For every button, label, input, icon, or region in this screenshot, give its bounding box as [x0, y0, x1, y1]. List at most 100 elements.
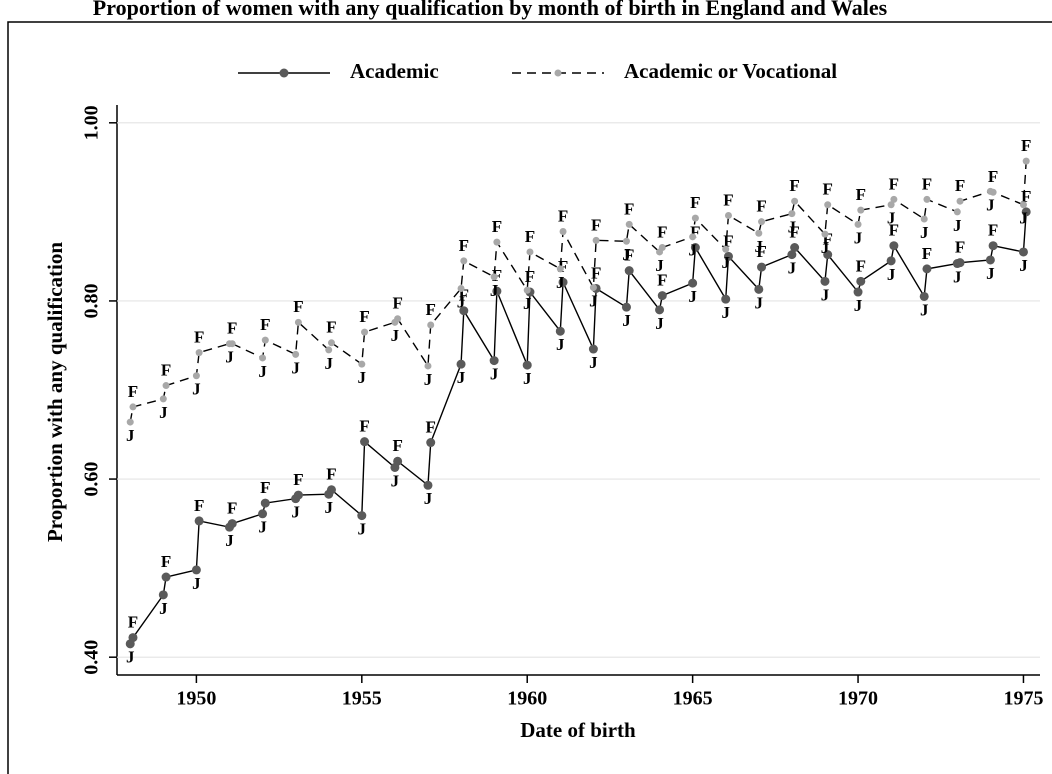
point-label: F — [227, 319, 237, 338]
point-label: J — [457, 292, 466, 311]
point — [294, 318, 302, 326]
point-label: J — [159, 599, 168, 618]
point — [489, 356, 499, 366]
x-tick-label: 1950 — [176, 688, 216, 710]
point-label: F — [161, 552, 171, 571]
point-label: F — [690, 222, 700, 241]
point-label: F — [227, 499, 237, 518]
point — [754, 284, 764, 294]
point-label: J — [821, 285, 830, 304]
point-label: J — [788, 218, 797, 237]
point — [228, 340, 236, 348]
point-label: F — [723, 231, 733, 250]
point — [890, 195, 898, 203]
point — [658, 244, 666, 251]
point-label: J — [688, 287, 697, 306]
point — [690, 243, 700, 252]
point-label: F — [690, 193, 700, 212]
point — [426, 438, 436, 448]
point-label: F — [525, 227, 535, 246]
point-label: J — [291, 358, 300, 377]
point — [358, 360, 366, 368]
point-label: F — [889, 221, 899, 240]
point — [787, 250, 797, 260]
point-label: J — [887, 209, 896, 228]
point — [625, 220, 633, 228]
point-label: J — [655, 256, 664, 275]
point-label: F — [591, 215, 601, 234]
point-label: F — [756, 242, 766, 261]
point — [129, 403, 137, 411]
chart-title: Proportion of women with any qualificati… — [93, 0, 888, 20]
point-label: J — [953, 216, 962, 235]
point-label: F — [789, 222, 799, 241]
legend-marker — [554, 69, 562, 77]
y-axis-label: Proportion with any qualification — [43, 242, 67, 542]
point — [556, 265, 564, 273]
point-label: J — [291, 503, 300, 522]
point — [460, 257, 468, 265]
point-label: J — [721, 253, 730, 272]
point — [758, 218, 766, 226]
point-label: F — [856, 256, 866, 275]
y-tick-label: 0.60 — [81, 462, 103, 497]
point — [522, 360, 532, 370]
point-label: F — [657, 222, 667, 241]
point — [755, 229, 763, 237]
point-label: F — [359, 417, 369, 436]
point — [923, 195, 931, 203]
point-label: J — [258, 362, 267, 381]
point — [988, 241, 998, 251]
point — [158, 590, 168, 600]
point — [985, 255, 995, 265]
point — [361, 328, 369, 336]
point — [853, 287, 863, 297]
point-label: J — [159, 403, 168, 422]
point-label: J — [324, 498, 333, 517]
point-label: J — [887, 265, 896, 284]
point — [126, 418, 134, 426]
point — [357, 511, 367, 521]
point — [821, 230, 829, 238]
point — [555, 326, 565, 336]
y-tick-label: 0.40 — [81, 640, 103, 675]
point-label: F — [657, 271, 667, 290]
point-label: F — [558, 206, 568, 225]
point — [490, 273, 498, 281]
legend-label: Academic or Vocational — [624, 59, 837, 83]
point-label: J — [721, 303, 730, 322]
point-label: J — [225, 348, 234, 367]
point-label: F — [624, 246, 634, 265]
point-label: J — [490, 365, 499, 384]
point — [1022, 157, 1030, 165]
x-tick-label: 1965 — [673, 688, 713, 710]
point-label: J — [258, 518, 267, 537]
point-label: F — [426, 417, 436, 436]
point-label: J — [953, 267, 962, 286]
point-label: J — [556, 273, 565, 292]
point — [655, 305, 665, 315]
point — [823, 250, 833, 260]
point-label: J — [986, 195, 995, 214]
point-label: J — [391, 471, 400, 490]
point — [423, 480, 433, 490]
point-label: J — [457, 368, 466, 387]
x-tick-label: 1970 — [838, 688, 878, 710]
point — [657, 291, 667, 301]
point-label: F — [723, 190, 733, 209]
point-label: J — [622, 245, 631, 264]
point — [922, 264, 932, 274]
point-label: J — [1019, 256, 1028, 275]
x-tick-label: 1975 — [1003, 688, 1043, 710]
point — [622, 237, 630, 245]
point — [953, 208, 961, 216]
point-label: F — [492, 217, 502, 236]
point — [293, 490, 303, 500]
point-label: F — [856, 185, 866, 204]
point-label: J — [192, 574, 201, 593]
point-label: J — [854, 296, 863, 315]
point — [327, 339, 335, 347]
point-label: J — [755, 237, 764, 256]
point — [589, 284, 597, 292]
